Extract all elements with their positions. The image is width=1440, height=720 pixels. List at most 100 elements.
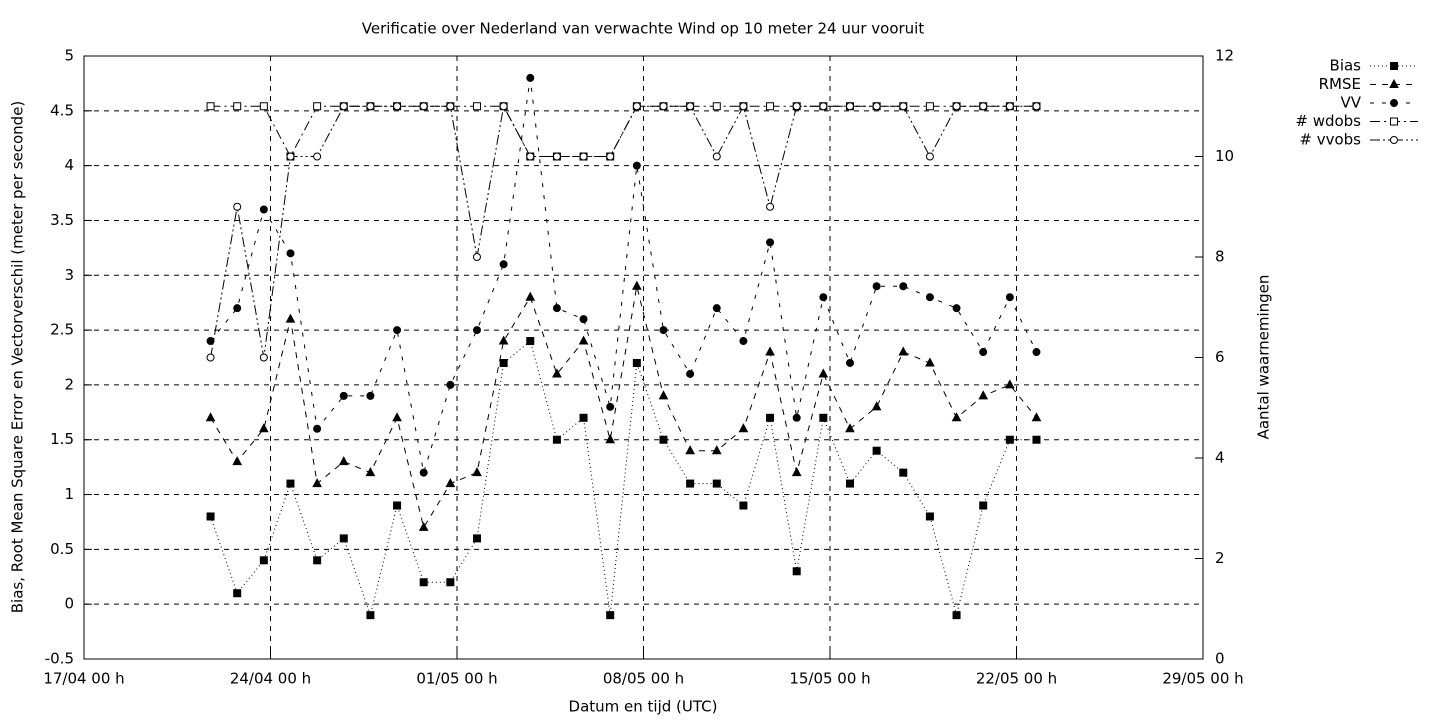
marker xyxy=(979,102,988,111)
marker xyxy=(393,102,402,111)
y2-tick-label: 6 xyxy=(1215,348,1225,366)
marker xyxy=(1390,136,1398,144)
marker xyxy=(313,152,322,161)
y-tick-label: 2 xyxy=(64,375,74,393)
marker xyxy=(445,478,456,488)
x-tick-label: 08/05 00 h xyxy=(603,670,684,688)
marker xyxy=(791,467,802,477)
marker xyxy=(792,567,801,576)
marker xyxy=(686,369,695,378)
marker xyxy=(1390,117,1398,126)
marker xyxy=(499,260,508,269)
series-line xyxy=(210,77,1037,473)
y-tick-label: 4.5 xyxy=(50,101,74,119)
marker xyxy=(1005,379,1015,389)
marker xyxy=(233,102,242,111)
marker xyxy=(472,326,481,335)
marker xyxy=(313,102,322,111)
y2-tick-label: 10 xyxy=(1215,147,1234,165)
y-tick-label: 1 xyxy=(64,485,74,503)
marker xyxy=(872,102,881,111)
marker xyxy=(899,468,908,477)
marker xyxy=(606,152,615,161)
marker xyxy=(552,304,561,313)
marker xyxy=(526,73,535,82)
marker xyxy=(1005,293,1014,302)
marker xyxy=(899,102,908,111)
marker xyxy=(393,326,402,335)
marker xyxy=(552,152,561,161)
marker xyxy=(739,102,748,111)
marker xyxy=(286,152,295,161)
y2-tick-label: 8 xyxy=(1215,248,1225,266)
marker xyxy=(259,423,269,433)
marker xyxy=(711,445,722,455)
marker xyxy=(526,152,535,161)
y-tick-label: -0.5 xyxy=(45,650,74,668)
marker xyxy=(472,102,481,111)
marker xyxy=(952,304,961,313)
marker xyxy=(738,423,749,433)
marker xyxy=(818,368,829,378)
marker xyxy=(286,479,295,488)
y-axis-label: Bias, Root Mean Square Error en Vectorve… xyxy=(9,101,27,614)
marker xyxy=(499,358,508,367)
marker xyxy=(579,413,588,422)
marker xyxy=(206,102,215,111)
marker xyxy=(978,390,989,400)
marker xyxy=(606,611,615,620)
marker xyxy=(446,578,455,587)
marker xyxy=(366,391,375,400)
marker xyxy=(1005,102,1014,111)
marker xyxy=(285,313,296,323)
marker xyxy=(979,501,988,510)
marker xyxy=(979,348,988,357)
marker xyxy=(525,291,536,301)
legend-label: # wdobs xyxy=(1295,112,1361,130)
series-line xyxy=(210,340,1037,617)
marker xyxy=(259,353,268,362)
marker xyxy=(792,102,801,111)
marker xyxy=(712,102,721,111)
marker xyxy=(951,412,962,422)
marker xyxy=(1032,102,1041,111)
marker xyxy=(472,534,481,543)
y-tick-label: 3.5 xyxy=(50,211,74,229)
marker xyxy=(658,390,669,400)
y-tick-label: 0.5 xyxy=(50,540,74,558)
marker xyxy=(712,479,721,488)
marker xyxy=(206,337,215,346)
marker xyxy=(419,102,428,111)
series-line xyxy=(210,105,1037,158)
marker xyxy=(766,102,775,111)
marker xyxy=(632,102,641,111)
x-tick-label: 29/05 00 h xyxy=(1162,670,1243,688)
marker xyxy=(499,102,508,111)
marker xyxy=(659,326,668,335)
marker xyxy=(952,611,961,620)
legend-label: Bias xyxy=(1330,57,1362,75)
marker xyxy=(925,293,934,302)
x-tick-label: 15/05 00 h xyxy=(789,670,870,688)
marker xyxy=(925,152,934,161)
chart-title: Verificatie over Nederland van verwachte… xyxy=(362,20,925,38)
x-tick-label: 22/05 00 h xyxy=(976,670,1057,688)
marker xyxy=(819,102,828,111)
marker xyxy=(446,380,455,389)
marker xyxy=(659,102,668,111)
marker xyxy=(606,402,615,411)
marker xyxy=(872,446,881,455)
marker xyxy=(1390,99,1398,107)
marker xyxy=(925,357,935,367)
marker xyxy=(366,611,375,620)
marker xyxy=(739,337,748,346)
marker xyxy=(686,102,695,111)
marker xyxy=(206,512,215,521)
marker xyxy=(338,456,349,466)
marker xyxy=(1389,78,1399,88)
marker xyxy=(872,282,881,291)
marker xyxy=(526,337,535,346)
marker xyxy=(259,102,268,111)
marker xyxy=(419,578,428,587)
marker xyxy=(1390,62,1398,70)
